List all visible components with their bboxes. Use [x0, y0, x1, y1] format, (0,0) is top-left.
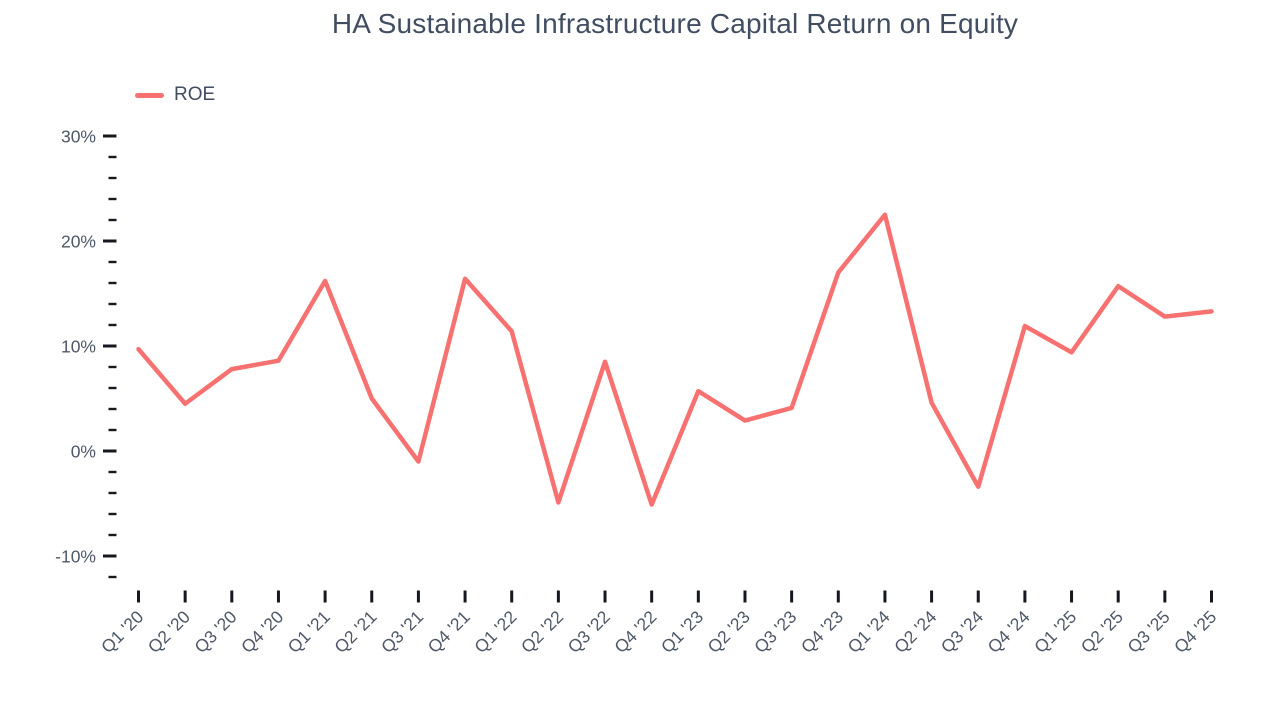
x-axis-tick-label: Q1 '21 — [284, 607, 334, 657]
legend-label-roe: ROE — [174, 84, 216, 105]
legend-swatch-roe — [135, 92, 164, 98]
x-axis-tick-label: Q1 '25 — [1030, 607, 1080, 657]
x-axis-tick-label: Q2 '24 — [890, 606, 940, 656]
y-axis-tick-label: 0% — [71, 442, 96, 462]
chart-title: HA Sustainable Infrastructure Capital Re… — [331, 8, 1019, 39]
x-axis-tick-label: Q1 '20 — [97, 606, 147, 656]
y-axis-tick-label: -10% — [55, 547, 96, 567]
legend: ROE — [135, 84, 215, 106]
x-axis-tick-label: Q3 '21 — [377, 607, 427, 657]
x-axis-tick-label: Q4 '21 — [424, 607, 474, 657]
x-axis-tick-label: Q1 '24 — [844, 606, 894, 656]
x-axis-tick-label: Q3 '20 — [190, 606, 240, 656]
x-axis-tick-label: Q2 '20 — [144, 606, 194, 656]
x-axis-tick-label: Q2 '22 — [517, 607, 567, 657]
x-axis-tick-label: Q2 '23 — [704, 607, 754, 657]
x-axis-tick-label: Q1 '23 — [657, 607, 707, 657]
x-axis-tick-label: Q3 '22 — [564, 607, 614, 657]
x-axis-tick-label: Q4 '20 — [237, 606, 287, 656]
x-axis-tick-label: Q4 '23 — [797, 607, 847, 657]
x-axis-tick-label: Q4 '22 — [610, 607, 660, 657]
x-axis-tick-label: Q2 '25 — [1077, 607, 1127, 657]
roe-line-series — [136, 212, 1214, 507]
x-axis-tick-label: Q2 '21 — [330, 607, 380, 657]
x-axis-tick-label: Q4 '25 — [1170, 607, 1220, 657]
x-axis-tick-label: Q1 '22 — [470, 607, 520, 657]
x-axis-tick-label: Q3 '23 — [750, 607, 800, 657]
x-axis-tick-label: Q3 '25 — [1123, 607, 1173, 657]
x-axis-tick-label: Q3 '24 — [937, 606, 987, 656]
y-axis-tick-label: 10% — [61, 337, 96, 357]
y-axis-tick-label: 20% — [61, 232, 96, 252]
y-axis-tick-label: 30% — [61, 127, 96, 147]
x-axis-tick-label: Q4 '24 — [984, 606, 1034, 656]
